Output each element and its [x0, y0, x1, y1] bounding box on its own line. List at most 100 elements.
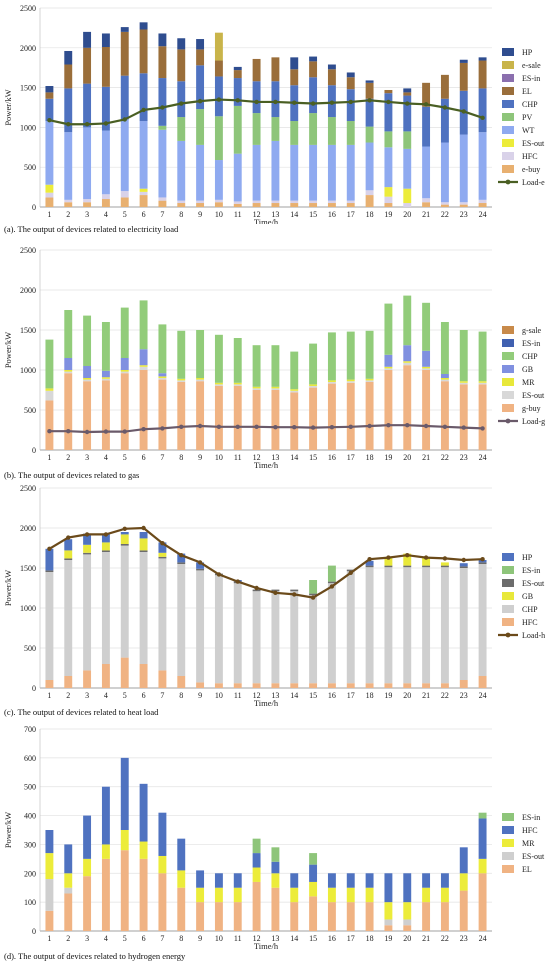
- bar-segment-mr: [478, 381, 487, 383]
- legend-line-marker: [505, 632, 511, 638]
- legend-label: ES-out: [522, 852, 545, 861]
- bar-segment-pv: [271, 117, 280, 141]
- bar-segment-mr: [365, 378, 374, 381]
- bar-segment-el: [478, 873, 487, 931]
- bar-segment-mr: [440, 887, 449, 903]
- bar-segment-mr: [64, 873, 73, 888]
- legend-label: EL: [522, 865, 532, 874]
- bar-segment-wt: [139, 121, 148, 189]
- y-tick-label: 500: [24, 644, 36, 653]
- bar-segment-chp: [64, 88, 73, 133]
- legend-label: ES-in: [522, 566, 540, 575]
- bar-segment-e-buy: [83, 202, 92, 207]
- bar-segment-g-buy: [384, 370, 393, 450]
- bar-segment-g-buy: [177, 382, 186, 450]
- y-tick-label: 1000: [20, 123, 36, 132]
- bar-segment-g-buy: [309, 387, 318, 450]
- load-point: [423, 102, 429, 107]
- legend-label: ES-in: [522, 339, 540, 348]
- x-tick-label: 19: [384, 934, 392, 943]
- x-tick-label: 6: [142, 453, 146, 462]
- legend-label: e-buy: [522, 165, 540, 174]
- load-point: [84, 429, 90, 435]
- x-tick-label: 21: [422, 453, 430, 462]
- x-tick-label: 20: [403, 934, 411, 943]
- bar-segment-hfc: [177, 838, 186, 871]
- x-tick-label: 5: [123, 934, 127, 943]
- legend-swatch: [502, 618, 514, 626]
- bar-segment-g-buy: [403, 365, 412, 450]
- load-point: [122, 429, 127, 434]
- x-tick-label: 18: [366, 934, 374, 943]
- bar-segment-pv: [384, 131, 393, 148]
- bar-segment-chp: [478, 564, 487, 676]
- bar-segment-chp: [365, 567, 374, 684]
- bar-segment-es-in: [271, 847, 280, 862]
- bar-segment-hfc: [459, 202, 468, 205]
- legend-label: HP: [522, 553, 533, 562]
- bar-segment-hfc: [139, 783, 148, 842]
- legend-swatch: [502, 61, 514, 69]
- bar-segment-hfc: [290, 873, 299, 888]
- bar-segment-hfc: [384, 873, 393, 903]
- bar-segment-es-out: [290, 589, 299, 592]
- bar-segment-mr: [252, 386, 261, 389]
- x-tick-label: 14: [290, 934, 298, 943]
- bar-segment-es-out: [440, 565, 449, 568]
- bar-segment-hfc: [64, 676, 73, 688]
- bar-segment-g-buy: [101, 380, 110, 450]
- load-point: [216, 97, 222, 102]
- bar-segment-es-out: [64, 887, 73, 894]
- bar-segment-hfc: [101, 786, 110, 845]
- y-tick-label: 500: [24, 406, 36, 415]
- x-tick-label: 6: [142, 934, 146, 943]
- x-tick-label: 2: [66, 934, 70, 943]
- bar-segment-hfc: [214, 199, 223, 203]
- load-point: [367, 98, 372, 103]
- legend-label: Load-g: [522, 417, 545, 426]
- bar-segment-hp: [45, 86, 54, 93]
- load-point: [329, 100, 335, 105]
- x-tick-label: 19: [384, 453, 392, 462]
- bar-segment-chp: [83, 83, 92, 128]
- legend-label: MR: [522, 378, 535, 387]
- bar-segment-mr: [327, 887, 336, 903]
- bar-segment-chp: [384, 303, 393, 355]
- bar-segment-g-buy: [83, 381, 92, 450]
- x-tick-label: 7: [160, 453, 164, 462]
- x-tick-label: 9: [198, 934, 202, 943]
- bar-segment-es-out: [365, 565, 374, 568]
- bar-segment-el: [158, 873, 167, 931]
- bar-segment-chp: [290, 351, 299, 390]
- load-point: [367, 423, 372, 429]
- legend-swatch: [502, 87, 514, 95]
- load-point: [329, 425, 335, 430]
- bar-segment-pv: [309, 113, 318, 145]
- bar-segment-mr: [233, 382, 242, 385]
- legend-swatch: [502, 365, 514, 373]
- bar-segment-hfc: [158, 670, 167, 688]
- load-point: [405, 101, 410, 106]
- bar-segment-pv: [214, 116, 223, 161]
- x-tick-label: 24: [479, 691, 487, 700]
- bar-segment-el: [177, 49, 186, 82]
- x-tick-label: 4: [104, 691, 108, 700]
- x-tick-label: 21: [422, 691, 430, 700]
- bar-segment-pv: [290, 121, 299, 145]
- y-tick-label: 2000: [20, 524, 36, 533]
- legend-label: MR: [522, 839, 535, 848]
- load-point: [141, 525, 146, 531]
- bar-segment-es-out: [214, 384, 223, 386]
- load-point: [480, 115, 485, 121]
- bar-segment-mr: [422, 366, 431, 369]
- x-tick-label: 1: [47, 691, 51, 700]
- bar-segment-mr: [346, 379, 355, 382]
- bar-segment-hp: [158, 33, 167, 47]
- legend-label: GB: [522, 592, 533, 601]
- bar-segment-chp: [309, 595, 318, 684]
- bar-segment-hfc: [271, 200, 280, 204]
- x-tick-label: 17: [347, 210, 355, 219]
- bar-segment-el: [309, 896, 318, 931]
- bar-segment-gb: [139, 538, 148, 551]
